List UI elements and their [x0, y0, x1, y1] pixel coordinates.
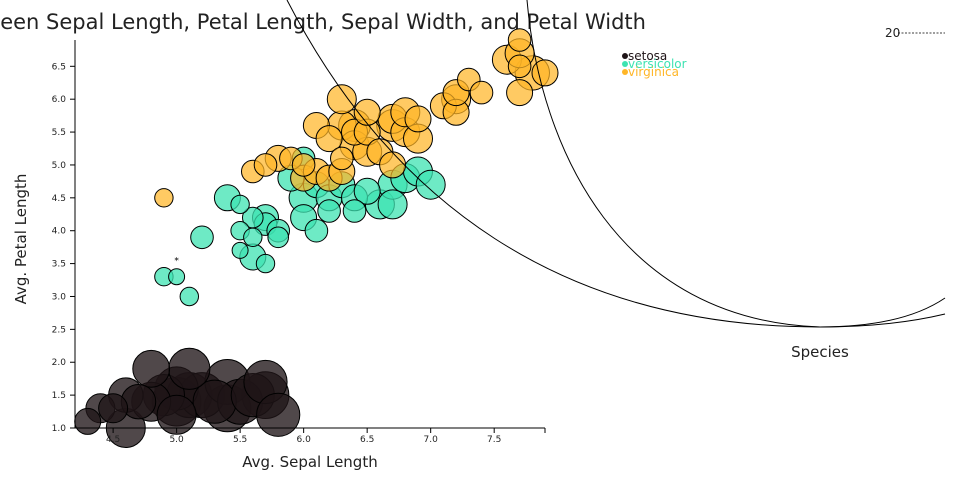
legend-swatch-setosa: [622, 53, 628, 59]
y-tick-label: 2.5: [52, 325, 66, 335]
bubble-versicolor: [231, 241, 249, 259]
size-legend: 20: [885, 26, 945, 40]
bubble-setosa: [98, 393, 129, 424]
plot-area: *: [74, 28, 559, 448]
legend-swatch-virginica: [622, 69, 628, 75]
bubble-virginica: [291, 153, 316, 177]
arc-inner: [286, 0, 946, 328]
legend-label-setosa: setosa: [628, 49, 667, 63]
axes: 4.5 5.0 5.5 6.0 6.5 7.0 7.5 1.0 1.5 2.0 2.5 3.0 3.5 4…: [52, 40, 546, 445]
arc-outer: [526, 0, 946, 328]
bubble-virginica: [404, 105, 432, 133]
y-tick-label: 1.5: [52, 391, 66, 401]
bubble-versicolor: [243, 227, 263, 248]
y-tick-label: 6.5: [52, 62, 66, 72]
y-tick-label: 3.0: [52, 292, 67, 302]
y-tick-label: 3.5: [52, 260, 66, 270]
bubble-setosa: [156, 394, 197, 435]
size-legend-value: 20: [885, 26, 900, 40]
x-tick-label: 7.0: [424, 435, 439, 445]
bubble-virginica: [506, 79, 534, 107]
bubble-versicolor: [317, 199, 341, 223]
x-tick-label: 6.5: [360, 435, 374, 445]
legend-label-versicolor: versicolor: [628, 57, 687, 71]
x-tick-label: 5.5: [233, 435, 247, 445]
bubble-versicolor: [342, 199, 367, 223]
bubble-virginica: [507, 28, 532, 52]
bubble-versicolor: [415, 169, 446, 200]
bubble-versicolor: [267, 226, 290, 249]
bubble-virginica: [531, 59, 559, 87]
y-axis-label: Avg. Petal Length: [12, 174, 30, 305]
bubble-versicolor: [230, 194, 250, 215]
bubble-virginica: [330, 146, 354, 171]
y-tick-label: 4.0: [52, 227, 67, 237]
bubble-virginica: [154, 188, 174, 208]
chart-title: Correlation Between Sepal Length, Petal …: [0, 10, 646, 34]
bubble-versicolor: [377, 189, 408, 220]
bubble-virginica: [326, 84, 357, 115]
bubble-versicolor: [168, 268, 186, 286]
bubble-virginica: [469, 80, 494, 105]
x-axis-label: Avg. Sepal Length: [242, 453, 377, 471]
bubble-setosa: [168, 347, 211, 390]
bubble-virginica: [379, 151, 407, 179]
bubble-virginica: [353, 98, 381, 126]
decorative-arcs: [286, 0, 946, 328]
x-tick-label: 5.0: [169, 435, 184, 445]
y-tick-label: 5.0: [52, 161, 67, 171]
annotation-mark: *: [174, 257, 179, 267]
x-tick-label: 6.0: [296, 435, 311, 445]
x-tick-label: 4.5: [106, 435, 120, 445]
bubble-versicolor: [255, 253, 276, 274]
x-tick-label: 7.5: [487, 435, 501, 445]
bubble-virginica: [507, 54, 532, 79]
bubble-versicolor: [353, 177, 381, 205]
bubble-setosa: [256, 392, 301, 437]
y-tick-label: 2.0: [52, 358, 67, 368]
color-legend-title: Species: [791, 343, 849, 361]
bubble-versicolor: [179, 286, 200, 307]
bubble-virginica: [253, 153, 278, 177]
bubble-setosa: [132, 349, 171, 388]
legend-label-virginica: virginica: [628, 65, 679, 79]
y-tick-label: 4.5: [52, 194, 66, 204]
y-tick-label: 1.0: [52, 424, 67, 434]
bubble-versicolor: [190, 225, 214, 250]
legend-swatch-versicolor: [622, 61, 628, 67]
bubble-versicolor: [304, 218, 329, 243]
y-tick-label: 6.0: [52, 95, 67, 105]
y-tick-label: 5.5: [52, 128, 66, 138]
bubble-virginica: [315, 125, 343, 153]
bubble-setosa: [74, 407, 102, 435]
